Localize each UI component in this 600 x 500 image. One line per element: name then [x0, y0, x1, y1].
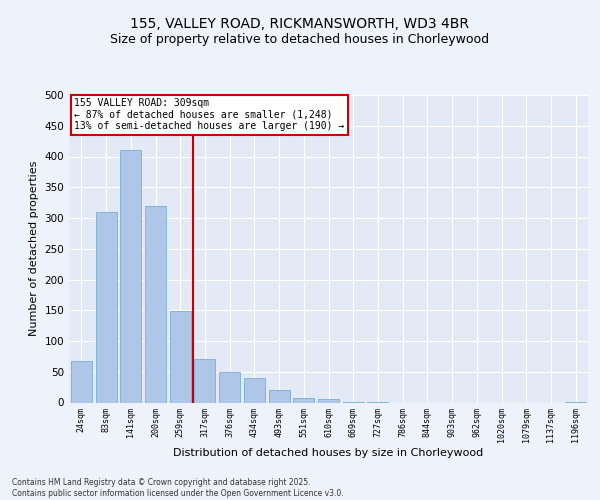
Y-axis label: Number of detached properties: Number of detached properties [29, 161, 39, 336]
Bar [194, 360, 215, 403]
Bar [145, 206, 166, 402]
Bar [293, 398, 314, 402]
Bar [170, 312, 191, 402]
Bar [219, 372, 240, 402]
Bar [269, 390, 290, 402]
Text: Size of property relative to detached houses in Chorleywood: Size of property relative to detached ho… [110, 32, 490, 46]
Bar [318, 399, 339, 402]
Text: 155 VALLEY ROAD: 309sqm
← 87% of detached houses are smaller (1,248)
13% of semi: 155 VALLEY ROAD: 309sqm ← 87% of detache… [74, 98, 344, 132]
Bar [95, 212, 116, 402]
X-axis label: Distribution of detached houses by size in Chorleywood: Distribution of detached houses by size … [173, 448, 484, 458]
Text: 155, VALLEY ROAD, RICKMANSWORTH, WD3 4BR: 155, VALLEY ROAD, RICKMANSWORTH, WD3 4BR [131, 18, 470, 32]
Bar [71, 360, 92, 403]
Bar [244, 378, 265, 402]
Bar [120, 150, 141, 402]
Text: Contains HM Land Registry data © Crown copyright and database right 2025.
Contai: Contains HM Land Registry data © Crown c… [12, 478, 344, 498]
